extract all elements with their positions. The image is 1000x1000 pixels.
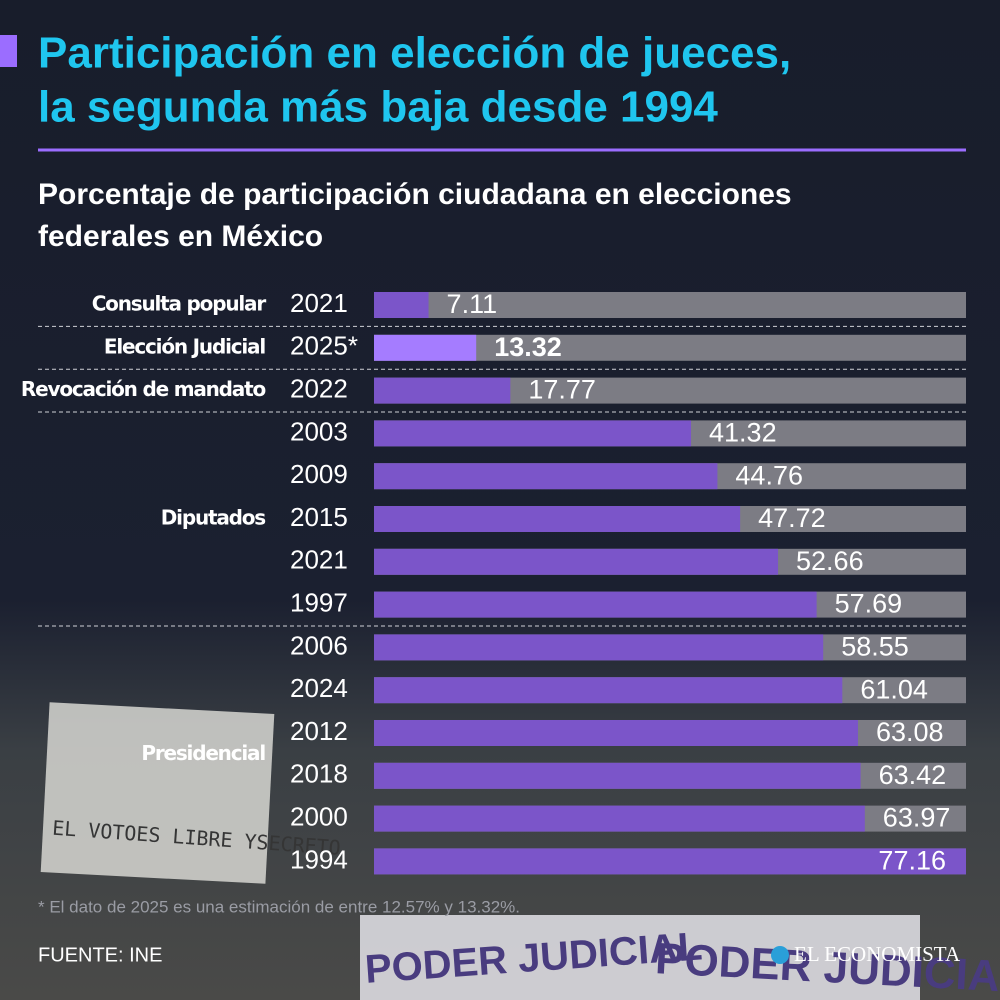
value-label: 13.32: [494, 332, 562, 362]
value-label: 41.32: [709, 418, 777, 448]
year-label: 2015: [290, 502, 348, 532]
year-label: 2025*: [290, 331, 358, 361]
bar: [374, 334, 477, 361]
value-label: 63.08: [876, 717, 944, 747]
value-label: 7.11: [447, 289, 498, 319]
year-label: 2018: [290, 759, 348, 789]
logo: EL ECONOMISTA: [794, 942, 961, 966]
year-label: 2021: [290, 288, 348, 318]
value-label: 44.76: [735, 460, 803, 490]
bar: [374, 377, 511, 404]
bar: [374, 506, 741, 532]
logo-icon: [771, 946, 789, 964]
bar-track: [374, 292, 966, 318]
bar: [374, 591, 817, 618]
subtitle-line: Porcentaje de participación ciudadana en…: [38, 178, 792, 211]
bar: [374, 292, 429, 318]
value-label: 63.97: [883, 803, 951, 833]
title-marker: [0, 35, 17, 67]
year-label: 2024: [290, 673, 348, 703]
bar: [374, 677, 843, 704]
bar: [374, 805, 865, 832]
year-label: 2003: [290, 416, 348, 446]
year-label: 1997: [290, 587, 348, 617]
year-label: 2012: [290, 716, 348, 746]
bar: [374, 720, 858, 746]
bar: [374, 848, 966, 875]
year-label: 1994: [290, 844, 348, 874]
group-label: Presidencial: [141, 741, 265, 765]
photo-box: [360, 915, 920, 1000]
group-label: Elección Judicial: [104, 334, 265, 358]
year-label: 2006: [290, 630, 348, 660]
value-label: 63.42: [879, 760, 947, 790]
year-label: 2000: [290, 801, 348, 831]
photo: EL VOTOES LIBRE YSECRETO PODER JUDICIAL …: [40, 702, 1000, 1000]
group-label: Diputados: [161, 506, 266, 530]
footnote: * El dato de 2025 es una estimación de e…: [38, 897, 520, 916]
value-label: 57.69: [835, 589, 903, 619]
value-label: 47.72: [758, 503, 826, 533]
plot: 2021 7.11 Consulta popular 2025* 13.32 Elecci…: [21, 288, 966, 876]
bar: [374, 463, 718, 490]
bar: [374, 762, 861, 789]
value-label: 58.55: [841, 632, 909, 662]
group-label: Consulta popular: [92, 292, 267, 316]
value-label: 52.66: [796, 546, 864, 576]
bar: [374, 420, 692, 447]
title-line: la segunda más baja desde 1994: [38, 83, 718, 132]
year-label: 2022: [290, 373, 348, 403]
value-label: 77.16: [878, 846, 946, 876]
bar: [374, 548, 779, 575]
value-label: 17.77: [528, 375, 596, 405]
year-label: 2021: [290, 545, 348, 575]
group-label: Revocación de mandato: [21, 377, 266, 401]
subtitle-line: federales en México: [38, 220, 323, 253]
bar: [374, 634, 824, 661]
title-line: Participación en elección de jueces,: [38, 29, 791, 78]
source: FUENTE: INE: [38, 944, 162, 966]
value-label: 61.04: [860, 674, 928, 704]
photo-sign: [40, 702, 275, 884]
year-label: 2009: [290, 459, 348, 489]
